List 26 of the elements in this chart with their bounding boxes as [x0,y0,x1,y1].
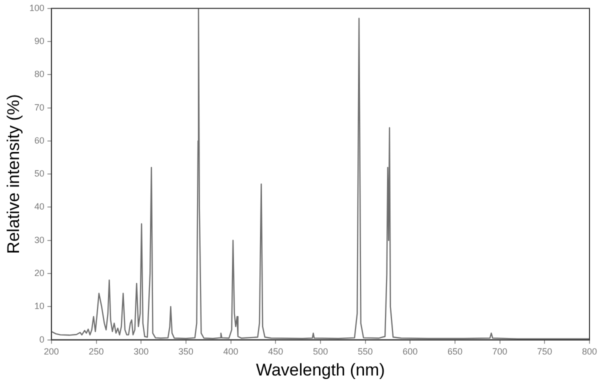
x-tick-label: 750 [537,346,552,357]
x-tick-label: 500 [312,346,328,357]
y-tick-label: 20 [34,268,44,278]
x-tick-label: 600 [402,346,418,357]
x-tick-label: 800 [582,346,598,357]
y-tick-label: 80 [34,69,44,80]
y-tick-label: 70 [34,102,44,112]
y-tick-label: 60 [34,135,44,146]
y-tick-label: 90 [34,36,44,46]
x-tick-label: 450 [268,346,284,357]
x-axis-title: Wavelength (nm) [256,360,385,380]
x-tick-label: 550 [358,346,373,357]
x-tick-label: 200 [44,346,59,357]
x-tick-label: 700 [492,346,508,357]
y-tick-label: 30 [34,234,44,245]
x-tick-label: 300 [134,346,149,357]
x-tick-label: 650 [447,346,462,357]
y-tick-label: 50 [34,168,44,179]
x-tick-label: 400 [223,346,238,357]
y-tick-label: 0 [39,334,44,344]
y-axis-title: Relative intensity (%) [4,94,23,254]
y-tick-label: 100 [29,2,44,13]
y-tick-label: 10 [34,301,44,312]
x-tick-label: 350 [178,346,194,357]
y-tick-label: 40 [34,202,44,212]
x-tick-label: 250 [88,346,104,357]
